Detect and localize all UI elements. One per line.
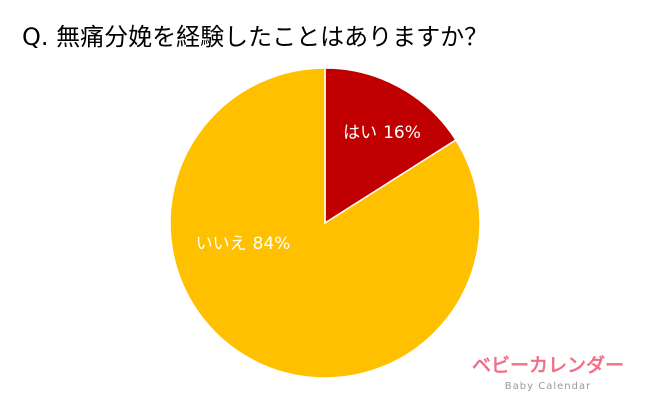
chart-title: Q. 無痛分娩を経験したことはありますか？: [22, 23, 488, 51]
slice-label: いいえ 84%: [196, 234, 291, 254]
pie-slice: [324, 67, 457, 225]
slice-label: はい 16%: [343, 123, 421, 143]
value-label: 16%: [383, 123, 421, 143]
category-label: はい: [343, 123, 377, 143]
value-label: 84%: [253, 234, 291, 254]
category-label: いいえ: [196, 234, 247, 254]
brand-subtitle: Baby Calendar: [505, 381, 591, 392]
pie-slice: [169, 67, 481, 379]
brand-name: ベビーカレンダー: [472, 354, 624, 377]
